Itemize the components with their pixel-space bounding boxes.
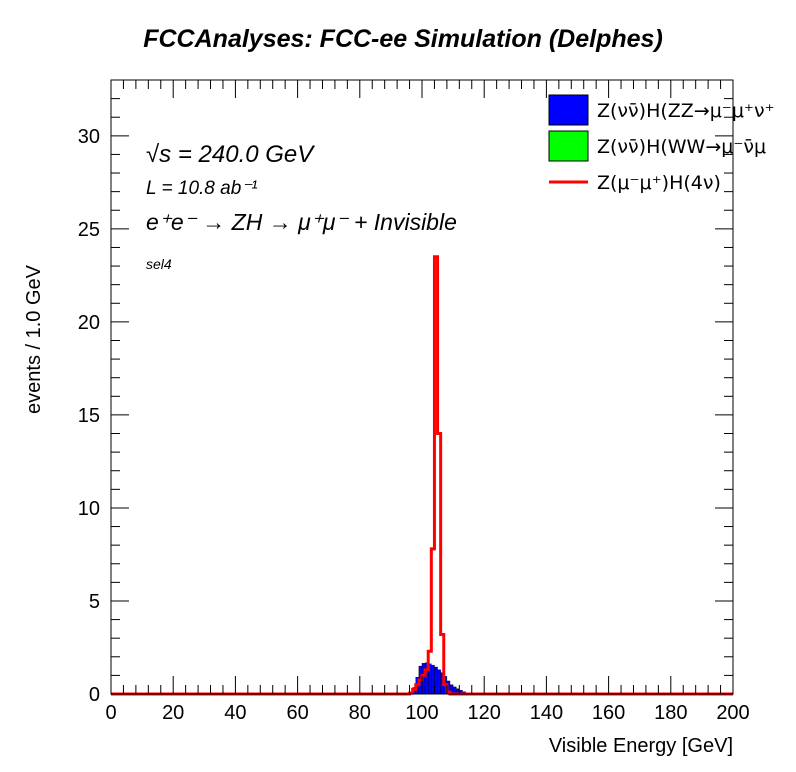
x-tick-label: 60 [286, 702, 308, 724]
x-tick-label: 40 [224, 702, 246, 724]
x-tick-label: 160 [592, 702, 625, 724]
series-line-0 [111, 255, 733, 696]
series-0-bin-9 [437, 669, 441, 695]
y-tick-label: 10 [78, 498, 100, 520]
selection-annotation: sel4 [146, 256, 172, 272]
legend-label-1: Z(νν̄)H(WW→μ⁻ν̄μ [597, 136, 766, 158]
legend-label-0: Z(νν̄)H(ZZ→μ⁻μ⁺ν⁺ [597, 100, 775, 122]
x-tick-label: 140 [530, 702, 563, 724]
plot-area [111, 255, 733, 696]
y-tick-label: 15 [78, 405, 100, 427]
y-tick-label: 20 [78, 312, 100, 334]
x-axis-title: Visible Energy [GeV] [549, 735, 733, 757]
sqrt-s-annotation: √s = 240.0 GeV [146, 141, 315, 168]
x-tick-label: 0 [105, 702, 116, 724]
legend-swatch-0 [548, 94, 589, 126]
x-tick-label: 180 [654, 702, 687, 724]
x-tick-label: 20 [162, 702, 184, 724]
y-tick-label: 0 [89, 684, 100, 706]
axes: 0 20 40 60 80 100 120 140 160 180 200 0 5 10 15 20 25 30 [78, 79, 750, 724]
x-tick-label: 200 [716, 702, 749, 724]
annotations: √s = 240.0 GeV L = 10.8 ab⁻¹ e⁺e⁻ → ZH →… [146, 141, 457, 272]
legend-label-2: Z(μ⁻μ⁺)H(4ν) [597, 172, 721, 194]
chart-title: FCCAnalyses: FCC-ee Simulation (Delphes) [143, 25, 663, 53]
legend: Z(νν̄)H(ZZ→μ⁻μ⁺ν⁺ Z(νν̄)H(WW→μ⁻ν̄μ Z(μ⁻μ⁺)… [548, 94, 775, 194]
y-tick-label: 30 [78, 126, 100, 148]
luminosity-annotation: L = 10.8 ab⁻¹ [146, 178, 258, 199]
legend-swatch-1 [548, 130, 589, 162]
x-tick-label: 100 [405, 702, 438, 724]
process-annotation: e⁺e⁻ → ZH → μ⁺μ⁻ + Invisible [146, 209, 457, 235]
y-tick-label: 25 [78, 219, 100, 241]
y-tick-label: 5 [89, 591, 100, 613]
y-axis-title: events / 1.0 GeV [23, 264, 45, 414]
x-tick-label: 120 [468, 702, 501, 724]
x-tick-label: 80 [349, 702, 371, 724]
